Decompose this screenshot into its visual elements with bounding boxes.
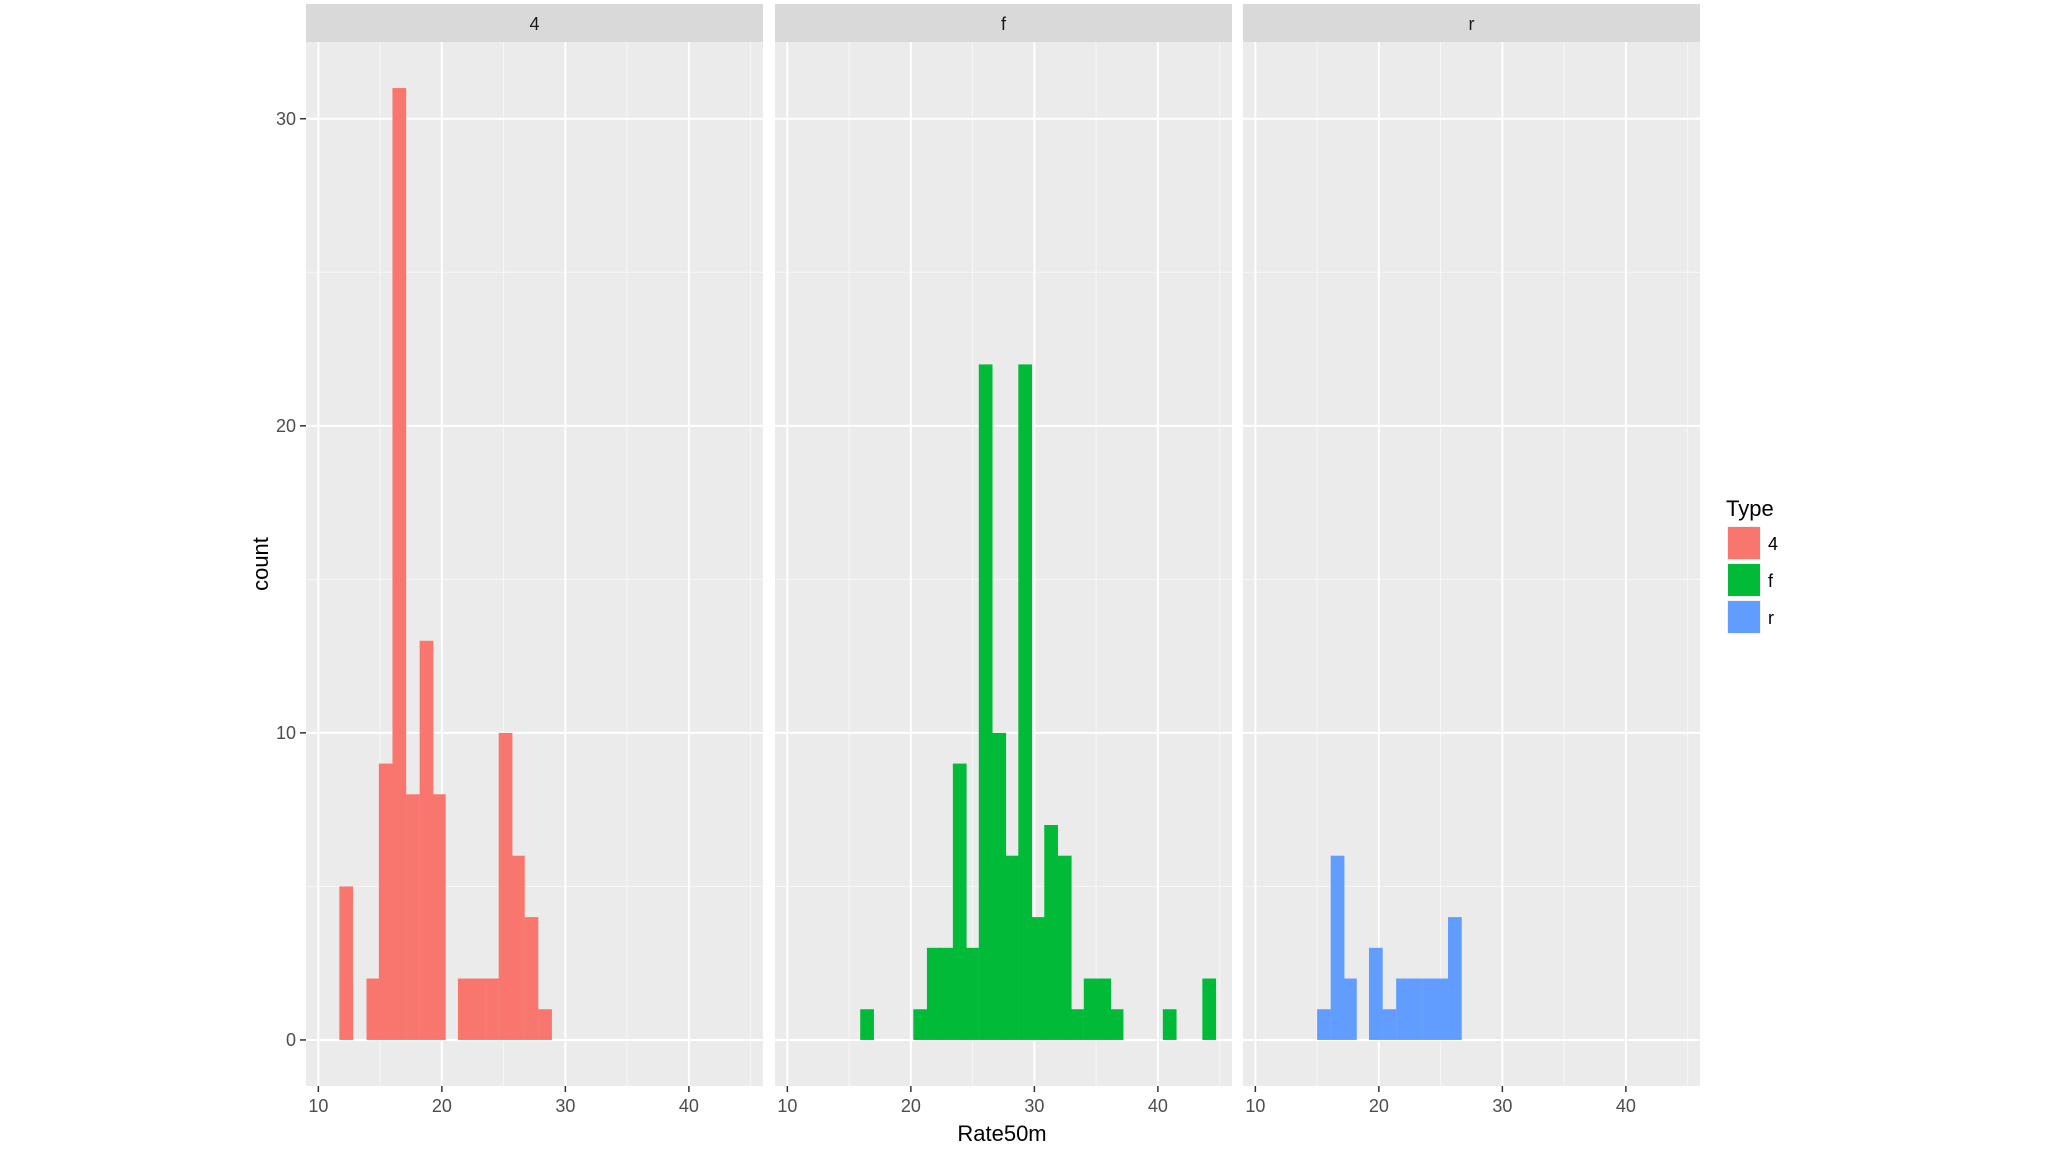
y-tick-label: 0 bbox=[286, 1030, 296, 1050]
x-tick-label: 10 bbox=[308, 1096, 328, 1116]
y-tick-label: 10 bbox=[276, 723, 296, 743]
y-axis-title: count bbox=[248, 537, 273, 591]
histogram-bar bbox=[926, 947, 941, 1040]
histogram-bar bbox=[1317, 1009, 1331, 1040]
x-tick-label: 40 bbox=[679, 1096, 699, 1116]
legend-label: 4 bbox=[1768, 534, 1778, 554]
x-tick-label: 10 bbox=[1245, 1096, 1265, 1116]
facet-panel-4: 4 bbox=[306, 4, 763, 1086]
histogram-bar bbox=[524, 917, 539, 1040]
histogram-bar bbox=[1422, 978, 1436, 1040]
legend-title: Type bbox=[1726, 496, 1774, 521]
histogram-bar bbox=[1097, 978, 1112, 1040]
legend-items: 4 fr bbox=[1727, 526, 1778, 634]
x-tick-label: 40 bbox=[1616, 1096, 1636, 1116]
facet-panel-f: f bbox=[775, 4, 1232, 1086]
histogram-bar bbox=[1343, 978, 1357, 1040]
histogram-bar bbox=[1202, 978, 1217, 1040]
histogram-bar bbox=[1057, 855, 1072, 1040]
histogram-bar bbox=[1031, 917, 1046, 1040]
histogram-bar bbox=[392, 88, 407, 1040]
legend: Type 4 fr bbox=[1726, 496, 1778, 634]
histogram-bar bbox=[1162, 1009, 1177, 1040]
histogram-bar bbox=[1396, 978, 1410, 1040]
x-tick-label: 30 bbox=[555, 1096, 575, 1116]
histogram-bar bbox=[511, 855, 525, 1040]
x-tick-label: 20 bbox=[1369, 1096, 1389, 1116]
y-tick-label: 30 bbox=[276, 109, 296, 129]
histogram-bar bbox=[965, 947, 979, 1040]
facet-strip-label: r bbox=[1469, 14, 1475, 34]
histogram-bar bbox=[378, 763, 393, 1040]
histogram-bar bbox=[939, 947, 953, 1040]
histogram-bar bbox=[1044, 825, 1058, 1040]
legend-swatch bbox=[1728, 564, 1760, 596]
histogram-bar bbox=[419, 640, 434, 1040]
legend-item-f: f bbox=[1727, 563, 1774, 597]
histogram-bar bbox=[1382, 1009, 1397, 1040]
histogram-bar bbox=[1368, 947, 1383, 1040]
facet-panels-layer: 4 f r bbox=[306, 4, 1700, 1086]
histogram-bar bbox=[1004, 855, 1019, 1040]
histogram-bar bbox=[1434, 978, 1449, 1040]
histogram-bar bbox=[992, 732, 1007, 1040]
histogram-bar bbox=[471, 978, 486, 1040]
legend-swatch bbox=[1728, 527, 1760, 559]
histogram-bar bbox=[1408, 978, 1423, 1040]
histogram-bar bbox=[366, 978, 381, 1040]
y-tick-label: 20 bbox=[276, 416, 296, 436]
histogram-bar bbox=[1018, 364, 1033, 1040]
panel-background bbox=[1243, 42, 1700, 1086]
histogram-bar bbox=[1448, 917, 1462, 1040]
histogram-bar bbox=[952, 763, 967, 1040]
facet-strip-background bbox=[306, 4, 763, 42]
facet-panel-r: r bbox=[1243, 4, 1700, 1086]
histogram-bar bbox=[339, 886, 354, 1040]
legend-item-4: 4 bbox=[1727, 526, 1778, 560]
histogram-bar bbox=[978, 364, 993, 1040]
facet-strip-background bbox=[1243, 4, 1700, 42]
y-axis: 0 10 20 30 bbox=[276, 109, 306, 1050]
histogram-bar bbox=[1083, 978, 1098, 1040]
facet-strip-background bbox=[775, 4, 1232, 42]
x-tick-label: 20 bbox=[432, 1096, 452, 1116]
x-tick-label: 30 bbox=[1492, 1096, 1512, 1116]
histogram-bar bbox=[1070, 1009, 1084, 1040]
histogram-bar bbox=[457, 978, 472, 1040]
legend-label: r bbox=[1768, 608, 1774, 628]
facet-strip-label: 4 bbox=[529, 14, 539, 34]
legend-item-r: r bbox=[1727, 600, 1774, 634]
histogram-bar bbox=[498, 732, 513, 1040]
histogram-bar bbox=[1109, 1009, 1124, 1040]
x-axis-title: Rate50m bbox=[957, 1121, 1046, 1146]
x-tick-label: 30 bbox=[1024, 1096, 1044, 1116]
x-tick-label: 40 bbox=[1148, 1096, 1168, 1116]
histogram-bar bbox=[1330, 855, 1345, 1040]
histogram-bar bbox=[913, 1009, 928, 1040]
histogram-bar bbox=[431, 794, 446, 1040]
histogram-bar bbox=[538, 1009, 552, 1040]
x-tick-label: 10 bbox=[777, 1096, 797, 1116]
facet-strip-label: f bbox=[1001, 14, 1007, 34]
histogram-bar bbox=[485, 978, 499, 1040]
histogram-bar bbox=[406, 794, 420, 1040]
histogram-bar bbox=[860, 1009, 874, 1040]
legend-label: f bbox=[1768, 571, 1774, 591]
x-tick-label: 20 bbox=[901, 1096, 921, 1116]
legend-swatch bbox=[1728, 601, 1760, 633]
x-axis: 10 20 30 40 10 20 30 40 10 20 30 40 bbox=[308, 1086, 1636, 1116]
